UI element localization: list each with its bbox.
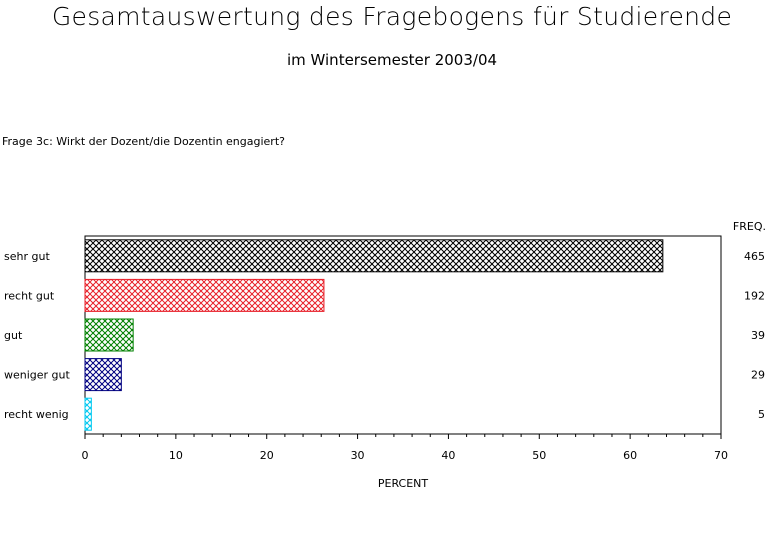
category-label: sehr gut bbox=[4, 250, 50, 263]
bars-layer bbox=[84, 239, 664, 431]
question-label: Frage 3c: Wirkt der Dozent/die Dozentin … bbox=[2, 135, 285, 148]
bar-recht-wenig bbox=[84, 397, 92, 431]
chart-title: Gesamtauswertung des Fragebogens für Stu… bbox=[51, 2, 733, 31]
freq-value: 5 bbox=[758, 408, 765, 421]
x-tick-label: 20 bbox=[260, 449, 274, 462]
freq-value: 465 bbox=[744, 250, 765, 263]
freq-column: 465 192 39 29 5 bbox=[744, 250, 765, 421]
x-tick-label: 0 bbox=[82, 449, 89, 462]
freq-header: FREQ. bbox=[733, 220, 766, 233]
x-tick-label: 50 bbox=[532, 449, 546, 462]
freq-value: 192 bbox=[744, 289, 765, 302]
x-tick-label: 30 bbox=[351, 449, 365, 462]
category-labels: sehr gut recht gut gut weniger gut recht wen… bbox=[4, 250, 71, 421]
x-tick-label: 10 bbox=[169, 449, 183, 462]
freq-value: 39 bbox=[751, 329, 765, 342]
category-label: gut bbox=[4, 329, 23, 342]
bar-sehr-gut bbox=[84, 239, 664, 273]
x-axis-label: PERCENT bbox=[378, 477, 429, 490]
category-label: recht gut bbox=[4, 289, 55, 302]
x-tick-label: 70 bbox=[714, 449, 728, 462]
x-axis: 0 10 20 30 40 50 60 70 bbox=[82, 434, 728, 462]
category-label: weniger gut bbox=[4, 369, 71, 382]
category-label: recht wenig bbox=[4, 408, 69, 421]
bar-weniger-gut bbox=[84, 358, 122, 392]
chart-subtitle: im Wintersemester 2003/04 bbox=[286, 51, 498, 69]
x-tick-label: 60 bbox=[623, 449, 637, 462]
x-tick-label: 40 bbox=[441, 449, 455, 462]
bar-recht-gut bbox=[84, 278, 325, 312]
freq-value: 29 bbox=[751, 369, 765, 382]
bar-gut bbox=[84, 318, 134, 352]
